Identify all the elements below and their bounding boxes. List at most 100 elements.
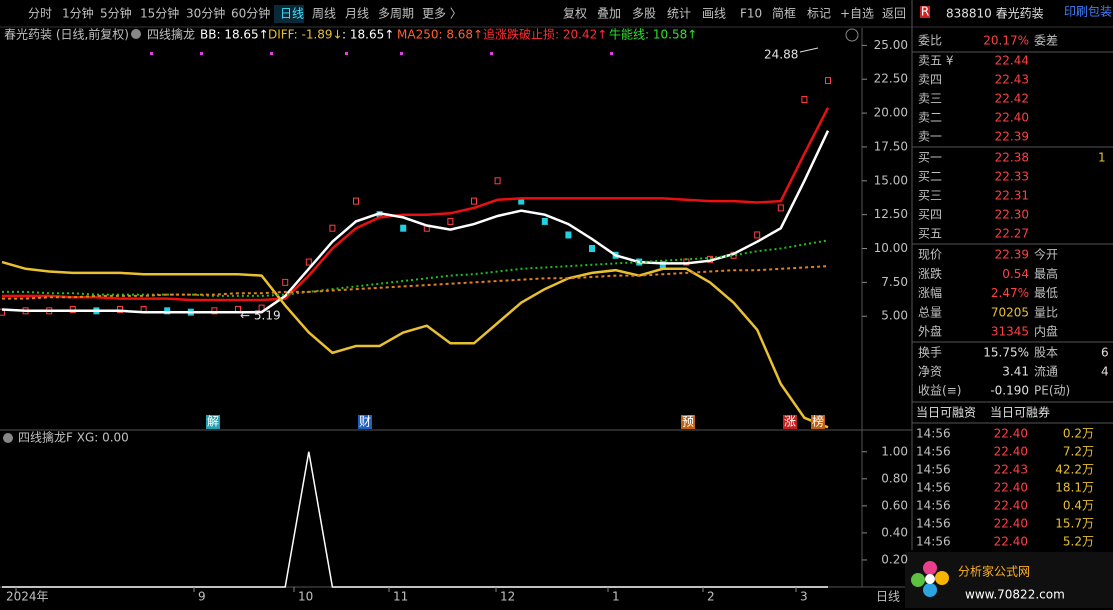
toolbar-button[interactable]: 统计 <box>667 7 691 21</box>
y-tick-label: 5.00 <box>881 309 908 323</box>
marker-dot <box>400 52 403 55</box>
quote-label: 委差 <box>1034 34 1058 48</box>
quote-value: 2.47% <box>991 286 1029 300</box>
quote-value: 22.39 <box>995 130 1029 144</box>
toolbar-button[interactable]: 简框 <box>772 7 796 21</box>
quote-label: 最高 <box>1034 266 1058 281</box>
event-marker-bg[interactable] <box>783 415 797 429</box>
marker-dot <box>490 52 493 55</box>
event-marker[interactable]: 解 <box>207 415 219 429</box>
toolbar-button[interactable]: 周线 <box>312 7 336 21</box>
candle <box>801 96 808 104</box>
x-tick-label: 11 <box>393 590 408 604</box>
candle <box>400 224 407 232</box>
toolbar-button[interactable]: 日线 <box>280 7 304 21</box>
quote-label: 当日可融券 <box>990 405 1050 420</box>
quote-label: 量比 <box>1034 305 1058 319</box>
indicator-label: BB: 18.65↑ <box>200 28 269 42</box>
sub-indicator-icon[interactable] <box>3 433 13 443</box>
toolbar-button[interactable]: 分时 <box>28 7 52 21</box>
toolbar-button[interactable]: 复权 <box>563 7 587 21</box>
trade-volume: 5.2万 <box>1063 535 1094 549</box>
y-tick-label: 25.00 <box>874 38 908 52</box>
x-tick-label: 2024年 <box>6 590 49 604</box>
panel-title: 四线擒龙F XG: 0.00 <box>18 430 129 445</box>
quote-label: 卖二 <box>918 111 942 125</box>
annotation: ← 5.19 <box>240 309 281 323</box>
quote-label: 卖一 <box>918 130 942 144</box>
candle <box>69 305 76 313</box>
candle <box>754 231 761 239</box>
quote-label: 涨幅 <box>918 285 942 300</box>
toolbar-button[interactable]: 月线 <box>345 7 369 21</box>
event-marker-bg[interactable] <box>206 415 220 429</box>
quote-value: 22.38 <box>995 151 1029 165</box>
toolbar-button[interactable]: 多周期 <box>378 7 414 21</box>
event-marker-bg[interactable] <box>811 415 825 429</box>
event-marker[interactable]: 涨 <box>784 414 796 429</box>
quote-label: 最低 <box>1034 286 1058 300</box>
candle <box>471 197 477 205</box>
quote-label: 委比 <box>918 34 942 48</box>
candle <box>305 258 312 266</box>
toolbar-button[interactable]: 30分钟 <box>186 6 225 21</box>
quote-label: 买五 <box>918 227 942 241</box>
y-tick-label: 0.60 <box>881 498 908 512</box>
marker-dot <box>345 52 348 55</box>
y-tick-label: 0.20 <box>881 552 908 566</box>
quote-label: 换手 <box>918 346 942 360</box>
event-marker[interactable]: 榜 <box>812 414 824 429</box>
y-tick-label: 0.80 <box>881 471 908 485</box>
event-marker-bg[interactable] <box>681 415 695 429</box>
quote-label: 净资 <box>918 365 942 379</box>
candle <box>541 217 548 225</box>
candle <box>565 231 572 239</box>
trade-time: 14:56 <box>916 517 951 531</box>
quote-label: 内盘 <box>1034 324 1058 339</box>
y-tick-label: 15.00 <box>874 173 908 187</box>
toolbar-button[interactable]: 5分钟 <box>100 6 132 21</box>
x-tick-label: 12 <box>500 590 515 604</box>
quote-label: PE(动) <box>1034 384 1070 398</box>
indicator-label: 追涨跌破止损: 20.42↑ <box>483 27 607 42</box>
quote-label: 今开 <box>1034 247 1058 262</box>
toolbar-button[interactable]: 更多 〉 <box>422 7 462 21</box>
quote-label: 当日可融资 <box>916 406 976 420</box>
trade-time: 14:56 <box>916 427 951 441</box>
industry[interactable]: 印刷包装 <box>1064 5 1112 19</box>
active-tab <box>274 5 304 23</box>
toolbar-button[interactable]: 60分钟 <box>231 6 270 21</box>
event-marker[interactable]: 预 <box>682 415 694 429</box>
event-marker-bg[interactable] <box>358 415 372 429</box>
x-tick-label: 9 <box>198 590 206 604</box>
toolbar-button[interactable]: F10 <box>740 7 762 21</box>
trade-price: 22.40 <box>994 445 1028 459</box>
toolbar-button[interactable]: 画线 <box>702 7 726 21</box>
toolbar-button[interactable]: 多股 <box>632 7 656 21</box>
toolbar-button[interactable]: 标记 <box>807 7 831 21</box>
quote-label: 买三 <box>918 189 942 203</box>
toolbar-button[interactable]: 15分钟 <box>140 6 179 21</box>
quote-value: 22.31 <box>995 189 1029 203</box>
quote-value: 0.54 <box>1002 267 1029 281</box>
series-line <box>2 451 828 588</box>
period-label: 日线 <box>876 590 900 604</box>
event-marker[interactable]: 财 <box>359 415 371 429</box>
trade-price: 22.40 <box>994 535 1028 549</box>
indicator-icon[interactable] <box>131 29 141 39</box>
toolbar-button[interactable]: +自选 <box>840 7 874 21</box>
quote-label: 现价 <box>918 248 942 262</box>
quote-value: 22.27 <box>995 227 1029 241</box>
indicator-label: 春光药装 (日线,前复权) <box>4 27 129 42</box>
indicator-label: 四线擒龙 <box>147 27 195 42</box>
toolbar-button[interactable]: 1分钟 <box>62 6 94 21</box>
settings-icon[interactable] <box>845 28 859 42</box>
toolbar-button[interactable]: 叠加 <box>597 7 621 21</box>
badge-bg <box>920 6 930 18</box>
annotation-arrow <box>799 47 819 53</box>
toolbar-button[interactable]: 返回 <box>882 7 906 21</box>
y-tick-label: 22.50 <box>874 72 908 86</box>
logo-url: www.70822.com <box>965 588 1065 602</box>
trade-time: 14:56 <box>916 445 951 459</box>
